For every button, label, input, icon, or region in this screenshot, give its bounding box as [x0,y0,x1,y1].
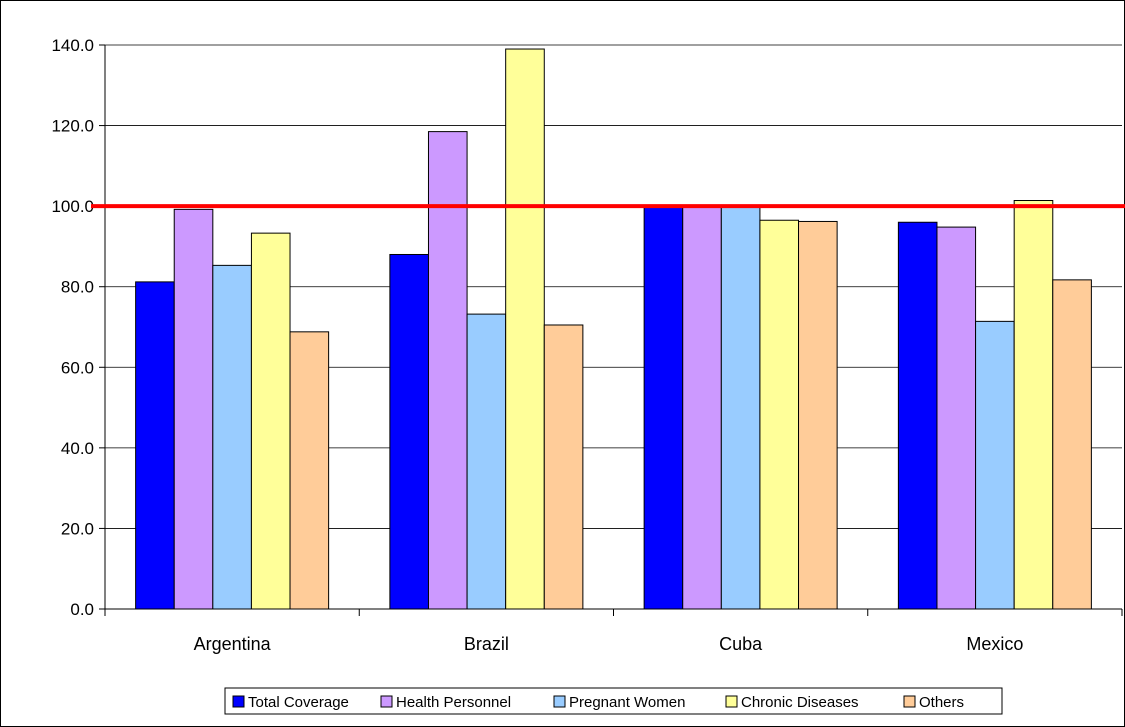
bar-others-cuba [798,220,838,610]
bars [135,48,1092,610]
bar-health-personnel-cuba [682,205,722,610]
legend: Total Coverage Health Personnel Pregnant W… [224,687,1003,715]
y-tick-label: 40.0 [61,439,94,458]
bar-health-personnel-argentina [173,208,214,610]
y-tick-label: 20.0 [61,519,94,538]
bar-chronic-diseases-argentina [250,232,291,610]
legend-label: Chronic Diseases [741,694,859,711]
legend-label: Total Coverage [248,694,349,711]
y-tick-label: 100.0 [51,197,94,216]
legend-entry: Health Personnel [380,694,511,711]
legend-swatch [553,695,566,708]
bar-total-coverage-cuba [643,205,684,610]
legend-entry: Others [903,694,964,711]
bar-total-coverage-mexico [897,221,938,610]
legend-entry: Total Coverage [232,694,349,711]
y-tick-label: 80.0 [61,278,94,297]
bar-others-mexico [1052,279,1092,610]
legend-label: Others [919,694,964,711]
y-tick-label: 60.0 [61,358,94,377]
bar-chronic-diseases-mexico [1013,200,1054,610]
bar-chronic-diseases-cuba [759,219,800,610]
legend-label: Health Personnel [396,694,511,711]
bar-chronic-diseases-brazil [505,48,545,610]
bar-pregnant-women-cuba [720,205,761,610]
legend-swatch [903,695,916,708]
legend-label: Pregnant Women [569,694,685,711]
x-tick-label: Argentina [194,634,272,654]
bar-health-personnel-mexico [936,226,977,610]
legend-swatch [232,695,245,708]
bar-others-argentina [289,331,330,610]
x-tick-label: Mexico [966,634,1023,654]
x-tick-label: Cuba [719,634,763,654]
y-tick-label: 140.0 [51,36,94,55]
bar-others-brazil [543,324,584,610]
bar-pregnant-women-brazil [466,313,507,610]
legend-swatch [380,695,393,708]
bar-health-personnel-brazil [427,131,468,610]
legend-entry: Chronic Diseases [725,694,859,711]
x-axis: Argentina Brazil Cuba Mexico [104,608,1123,654]
y-axis: 0.0 20.0 40.0 60.0 80.0 100.0 120.0 140.0 [51,36,106,619]
bar-pregnant-women-mexico [975,320,1015,610]
legend-entry: Pregnant Women [553,694,685,711]
y-tick-label: 0.0 [70,600,94,619]
x-tick-label: Brazil [464,634,509,654]
legend-box [224,687,1003,715]
bar-total-coverage-brazil [389,253,429,610]
bar-total-coverage-argentina [135,281,175,610]
bar-pregnant-women-argentina [212,264,252,610]
y-tick-label: 120.0 [51,117,94,136]
legend-swatch [725,695,738,708]
